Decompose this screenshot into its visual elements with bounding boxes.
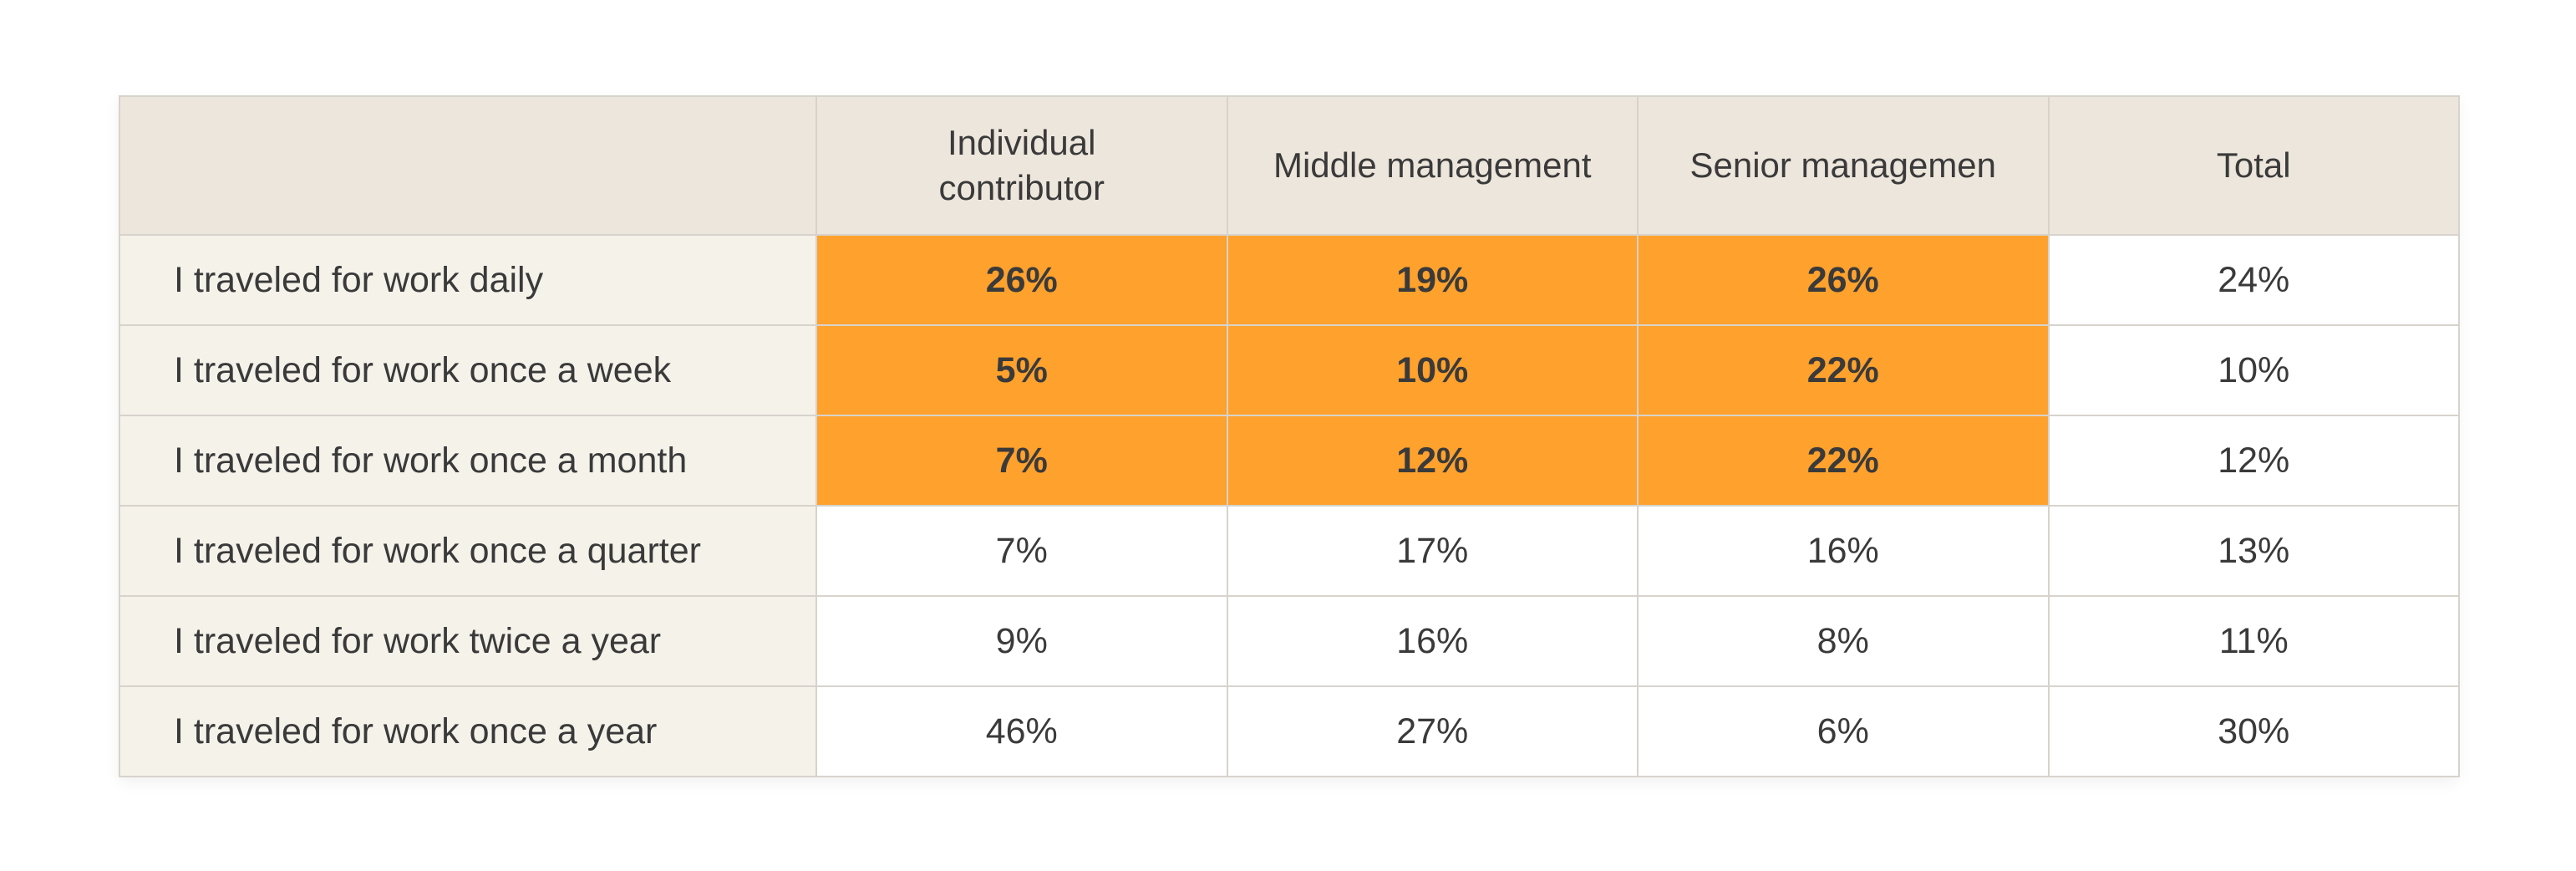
- header-cell-total: Total: [2047, 95, 2460, 236]
- header-row: Individual contributor Middle management…: [119, 95, 2460, 236]
- header-cell-senior-management: Senior managemen: [1637, 95, 2050, 236]
- table-row: I traveled for work twice a year 9% 16% 8% 1…: [119, 595, 2460, 687]
- value-cell: 27%: [1226, 685, 1639, 777]
- value-cell: 12%: [2047, 415, 2460, 507]
- value-cell: 8%: [1637, 595, 2050, 687]
- value-cell: 9%: [815, 595, 1228, 687]
- value-cell: 17%: [1226, 505, 1639, 597]
- highlighted-value-cell: 19%: [1226, 234, 1639, 326]
- header-cell-corner: [119, 95, 817, 236]
- table-body: I traveled for work daily 26% 19% 26% 24% I t…: [119, 234, 2460, 777]
- value-cell: 6%: [1637, 685, 2050, 777]
- highlighted-value-cell: 26%: [815, 234, 1228, 326]
- value-cell: 24%: [2047, 234, 2460, 326]
- table-row: I traveled for work once a month 7% 12% 22%…: [119, 415, 2460, 507]
- table-row: I traveled for work once a year 46% 27% 6% 3…: [119, 685, 2460, 777]
- row-label-cell: I traveled for work once a quarter: [119, 505, 817, 597]
- value-cell: 16%: [1226, 595, 1639, 687]
- travel-frequency-table: Individual contributor Middle management…: [119, 95, 2460, 777]
- table-row: I traveled for work once a quarter 7% 17% 1…: [119, 505, 2460, 597]
- highlighted-value-cell: 10%: [1226, 324, 1639, 416]
- value-cell: 11%: [2047, 595, 2460, 687]
- value-cell: 30%: [2047, 685, 2460, 777]
- highlighted-value-cell: 26%: [1637, 234, 2050, 326]
- value-cell: 10%: [2047, 324, 2460, 416]
- row-label-cell: I traveled for work once a month: [119, 415, 817, 507]
- table-row: I traveled for work once a week 5% 10% 22% 1…: [119, 324, 2460, 416]
- value-cell: 46%: [815, 685, 1228, 777]
- highlighted-value-cell: 12%: [1226, 415, 1639, 507]
- value-cell: 7%: [815, 505, 1228, 597]
- header-cell-middle-management: Middle management: [1226, 95, 1639, 236]
- row-label-cell: I traveled for work once a year: [119, 685, 817, 777]
- value-cell: 16%: [1637, 505, 2050, 597]
- table-row: I traveled for work daily 26% 19% 26% 24%: [119, 234, 2460, 326]
- travel-frequency-table-container: Individual contributor Middle management…: [119, 95, 2460, 777]
- row-label-cell: I traveled for work daily: [119, 234, 817, 326]
- value-cell: 13%: [2047, 505, 2460, 597]
- highlighted-value-cell: 22%: [1637, 324, 2050, 416]
- row-label-cell: I traveled for work twice a year: [119, 595, 817, 687]
- highlighted-value-cell: 7%: [815, 415, 1228, 507]
- row-label-cell: I traveled for work once a week: [119, 324, 817, 416]
- header-cell-individual-contributor: Individual contributor: [815, 95, 1228, 236]
- highlighted-value-cell: 22%: [1637, 415, 2050, 507]
- highlighted-value-cell: 5%: [815, 324, 1228, 416]
